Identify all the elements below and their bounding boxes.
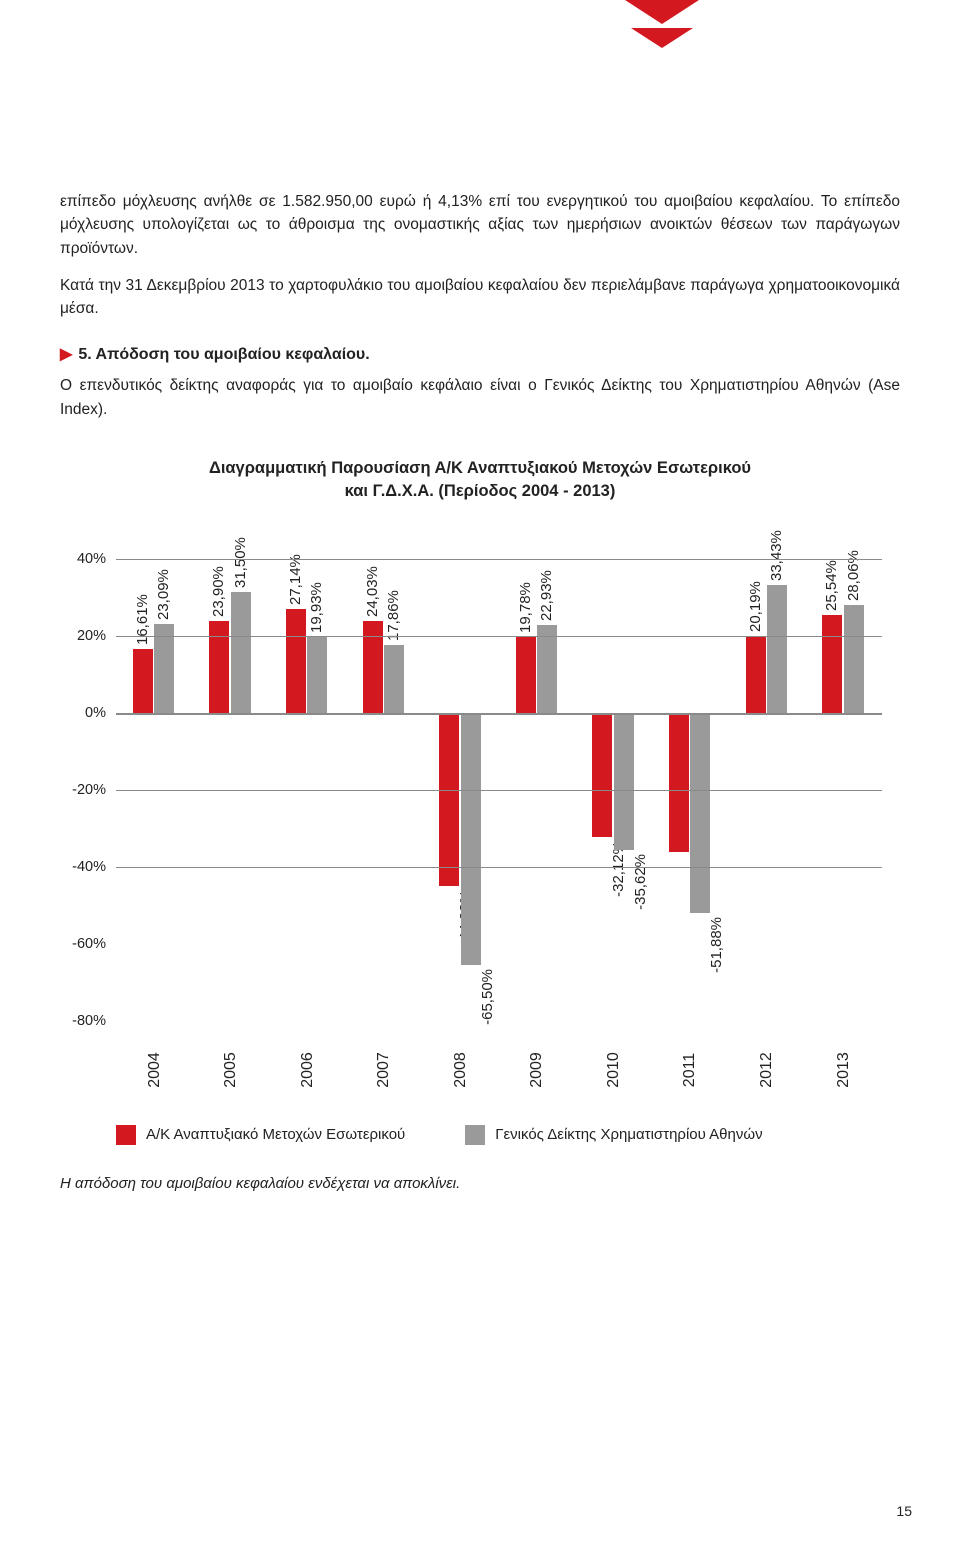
bar-group: -36,10%-51,88% [652,521,729,1021]
bar-value-label: 19,78% [517,582,534,633]
gridline [116,636,882,637]
y-axis: 40%20%0%-20%-40%-60%-80% [60,521,116,1021]
x-tick-label: 2013 [805,1061,882,1079]
bar: -65,50% [461,713,481,965]
bar-value-label: 25,54% [823,560,840,611]
bar-value-label: -35,62% [632,854,649,910]
bar: -36,10% [669,713,689,852]
chevron-down-icon [625,0,699,60]
bar: 23,09% [154,624,174,713]
x-tick-label: 2007 [346,1061,423,1079]
y-tick-label: -40% [60,859,116,875]
bar-group: 24,03%17,86% [346,521,423,1021]
bar: 28,06% [844,605,864,713]
paragraph-1: επίπεδο μόχλευσης ανήλθε σε 1.582.950,00… [60,190,900,260]
bar-value-label: 27,14% [287,554,304,605]
bar: 27,14% [286,609,306,713]
gridline [116,867,882,868]
y-tick-label: -60% [60,936,116,952]
bar-group: 19,78%22,93% [499,521,576,1021]
bar: 22,93% [537,625,557,713]
x-tick-label: 2004 [116,1061,193,1079]
x-tick-label: 2006 [269,1061,346,1079]
legend-item-2: Γενικός Δείκτης Χρηματιστηρίου Αθηνών [465,1125,762,1145]
chart-container: 40%20%0%-20%-40%-60%-80% 16,61%23,09%23,… [60,521,900,1079]
plot-area: 16,61%23,09%23,90%31,50%27,14%19,93%24,0… [116,521,882,1021]
bar: 25,54% [822,615,842,713]
bar-value-label: 33,43% [768,530,785,581]
bar: 19,93% [307,637,327,714]
bar-value-label: 16,61% [134,594,151,645]
section-heading-text: 5. Απόδοση του αμοιβαίου κεφαλαίου. [78,346,369,363]
legend-label-1: Α/Κ Αναπτυξιακό Μετοχών Εσωτερικού [146,1126,405,1143]
bar: 33,43% [767,585,787,714]
gridline [116,1021,882,1022]
bar-value-label: 31,50% [232,537,249,588]
bar-value-label: 17,86% [385,590,402,641]
bar: 24,03% [363,621,383,713]
footnote: Η απόδοση του αμοιβαίου κεφαλαίου ενδέχε… [60,1175,900,1192]
legend-swatch-1 [116,1125,136,1145]
bar-group: 20,19%33,43% [729,521,806,1021]
y-tick-label: 20% [60,628,116,644]
legend-item-1: Α/Κ Αναπτυξιακό Μετοχών Εσωτερικού [116,1125,405,1145]
bar: -35,62% [614,713,634,850]
legend-swatch-2 [465,1125,485,1145]
bar: 16,61% [133,649,153,713]
bar: 19,78% [516,637,536,713]
page-number: 15 [896,1503,912,1519]
chart-title-line2: και Γ.Δ.Χ.Α. (Περίοδος 2004 - 2013) [345,482,616,500]
legend-label-2: Γενικός Δείκτης Χρηματιστηρίου Αθηνών [495,1126,762,1143]
page: επίπεδο μόχλευσης ανήλθε σε 1.582.950,00… [0,0,960,1549]
bar-value-label: 22,93% [538,570,555,621]
x-tick-label: 2005 [193,1061,270,1079]
gridline [116,944,882,945]
bar-value-label: 23,90% [210,566,227,617]
bar-group: -32,12%-35,62% [576,521,653,1021]
bar: -44,93% [439,713,459,886]
bar-value-label: 23,09% [155,570,172,621]
paragraph-2: Κατά την 31 Δεκεμβρίου 2013 το χαρτοφυλά… [60,274,900,321]
chart-legend: Α/Κ Αναπτυξιακό Μετοχών Εσωτερικού Γενικ… [116,1125,900,1145]
x-tick-label: 2009 [499,1061,576,1079]
bar-group: -44,93%-65,50% [422,521,499,1021]
y-tick-label: 0% [60,705,116,721]
bar-group: 23,90%31,50% [193,521,270,1021]
x-tick-label: 2008 [422,1061,499,1079]
bar-value-label: -65,50% [479,969,496,1025]
triangle-bullet-icon: ▶ [60,346,72,363]
x-tick-label: 2012 [729,1061,806,1079]
bar: -32,12% [592,713,612,837]
bar-value-label: 28,06% [845,550,862,601]
section-heading: ▶ 5. Απόδοση του αμοιβαίου κεφαλαίου. [60,344,900,364]
bar: 31,50% [231,592,251,713]
bar: 23,90% [209,621,229,713]
bar-value-label: 20,19% [747,581,764,632]
x-tick-label: 2010 [576,1061,653,1079]
x-axis: 2004200520062007200820092010201120122013 [116,1061,882,1079]
y-tick-label: -20% [60,782,116,798]
gridline [116,713,882,715]
bar: -51,88% [690,713,710,913]
chart-title: Διαγραμματική Παρουσίαση Α/Κ Αναπτυξιακο… [60,457,900,503]
chart-title-line1: Διαγραμματική Παρουσίαση Α/Κ Αναπτυξιακο… [209,459,751,477]
bar: 20,19% [746,636,766,714]
gridline [116,790,882,791]
bar-group: 27,14%19,93% [269,521,346,1021]
bar-group: 16,61%23,09% [116,521,193,1021]
bar-value-label: 24,03% [364,566,381,617]
x-tick-label: 2011 [652,1061,729,1079]
bar-groups: 16,61%23,09%23,90%31,50%27,14%19,93%24,0… [116,521,882,1021]
gridline [116,559,882,560]
y-tick-label: -80% [60,1013,116,1029]
bar-group: 25,54%28,06% [805,521,882,1021]
y-tick-label: 40% [60,551,116,567]
bar-chart: 40%20%0%-20%-40%-60%-80% 16,61%23,09%23,… [60,521,890,1021]
paragraph-3: Ο επενδυτικός δείκτης αναφοράς για το αμ… [60,374,900,421]
bar-value-label: 19,93% [308,582,325,633]
bar: 17,86% [384,645,404,714]
